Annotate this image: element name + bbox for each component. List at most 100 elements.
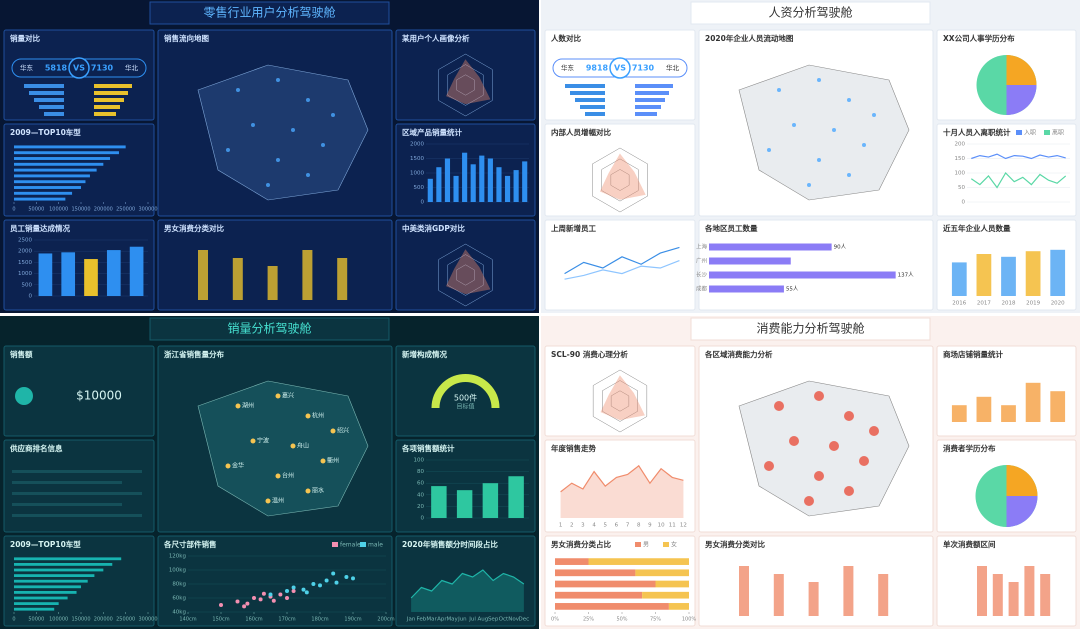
decor-bar	[94, 91, 128, 95]
y-tick-label: 20	[417, 504, 424, 510]
map-dot	[306, 173, 310, 177]
panel	[544, 219, 696, 311]
bar	[456, 490, 473, 518]
line	[560, 464, 684, 493]
gauge-value: 500件	[454, 393, 477, 403]
pie-slice	[1006, 54, 1037, 85]
bar	[462, 152, 468, 202]
panel-title: 男女消费分类对比	[705, 539, 765, 549]
panel-title: 新增构成情况	[402, 349, 447, 359]
y-tick-label: 80	[417, 469, 424, 475]
bar	[14, 157, 111, 160]
decor-bar	[635, 112, 657, 116]
panel-title: 十月人员入离职统计	[943, 127, 1011, 137]
kpi-left-value: 9818	[586, 64, 609, 73]
line	[970, 172, 1067, 189]
map-dot	[777, 88, 781, 92]
panel-title: 2020年企业人员流动地图	[705, 33, 794, 43]
bar	[1025, 382, 1041, 422]
bar	[84, 259, 98, 296]
y-tick-label: 60kg	[172, 596, 186, 602]
radar-ring	[592, 147, 648, 213]
kpi-vs: VS	[614, 64, 626, 73]
map-dot	[321, 143, 325, 147]
map-shape	[738, 380, 910, 517]
map-dot	[236, 88, 240, 92]
x-tick-label: 50%	[616, 617, 627, 623]
y-tick-label: 200	[955, 142, 966, 148]
bar	[14, 596, 68, 600]
map-dot	[847, 173, 851, 177]
decor-bar	[635, 84, 673, 88]
x-tick-label: 2	[570, 523, 574, 529]
map-dot	[251, 123, 255, 127]
y-tick-label: 2500	[18, 238, 32, 244]
radar-ring	[456, 264, 475, 286]
map-point	[330, 428, 336, 434]
map-dot	[832, 128, 836, 132]
x-tick-label: 3	[581, 523, 585, 529]
map-dot	[276, 78, 280, 82]
x-tick-label: 0	[12, 207, 15, 213]
bar-segment	[655, 580, 689, 588]
decor-bar	[94, 98, 124, 102]
bar	[976, 396, 992, 422]
panel	[395, 439, 536, 533]
y-tick-label: 1000	[410, 171, 424, 177]
panel	[936, 123, 1077, 217]
panel-title: 单次消费额区间	[943, 539, 996, 549]
y-tick-label: 上海	[696, 243, 708, 251]
bar	[1001, 405, 1016, 422]
map-label: 丽水	[312, 487, 324, 495]
legend-swatch	[1044, 130, 1050, 135]
radar-shape	[446, 249, 491, 295]
bar	[522, 161, 528, 202]
radar-ring	[602, 380, 638, 422]
map-dot	[862, 143, 866, 147]
x-tick-label: 50000	[28, 617, 44, 623]
x-tick-label: 140cm	[179, 617, 196, 623]
panel	[936, 535, 1077, 627]
x-tick-label: 12	[680, 523, 687, 529]
panel	[395, 535, 536, 627]
panel-title: 上周新增员工	[551, 223, 596, 233]
bar	[106, 250, 121, 296]
kpi-right-value: 7130	[632, 64, 655, 73]
decor-column	[843, 566, 854, 616]
radar-ring	[610, 169, 630, 191]
panel	[698, 535, 934, 627]
map-dot	[814, 391, 824, 401]
list-row	[12, 503, 122, 506]
x-tick-label: 2017	[977, 301, 991, 307]
decor-bar	[39, 105, 64, 109]
decor-bar	[635, 91, 669, 95]
legend-swatch	[332, 542, 338, 547]
bar	[479, 155, 485, 202]
panel-title: 2009—TOP10车型	[10, 539, 81, 549]
decor-bar	[24, 84, 64, 88]
y-tick-label: 100	[955, 171, 966, 177]
bar	[14, 557, 122, 561]
panel-title: 内部人员增幅对比	[551, 127, 611, 137]
x-tick-label: 170cm	[278, 617, 295, 623]
bar	[38, 253, 53, 296]
x-tick-label: Jul	[468, 617, 476, 623]
x-tick-label: May	[446, 617, 458, 623]
bar	[709, 271, 896, 279]
decor-column	[198, 250, 208, 300]
x-tick-label: 160cm	[245, 617, 262, 623]
panel-title: 浙江省销售量分布	[164, 349, 224, 359]
bar	[976, 254, 992, 296]
map-point	[320, 458, 326, 464]
scatter-point	[351, 576, 355, 581]
scatter-point	[304, 590, 309, 595]
gauge-arc	[431, 374, 500, 409]
map-dot	[844, 411, 854, 421]
x-tick-label: 150000	[71, 617, 90, 623]
x-tick-label: 300000	[138, 617, 157, 623]
y-tick-label: 2000	[18, 249, 32, 255]
x-tick-label: 150cm	[212, 617, 229, 623]
bar	[14, 191, 73, 195]
decor-column	[878, 574, 889, 616]
decor-bar	[635, 105, 661, 109]
